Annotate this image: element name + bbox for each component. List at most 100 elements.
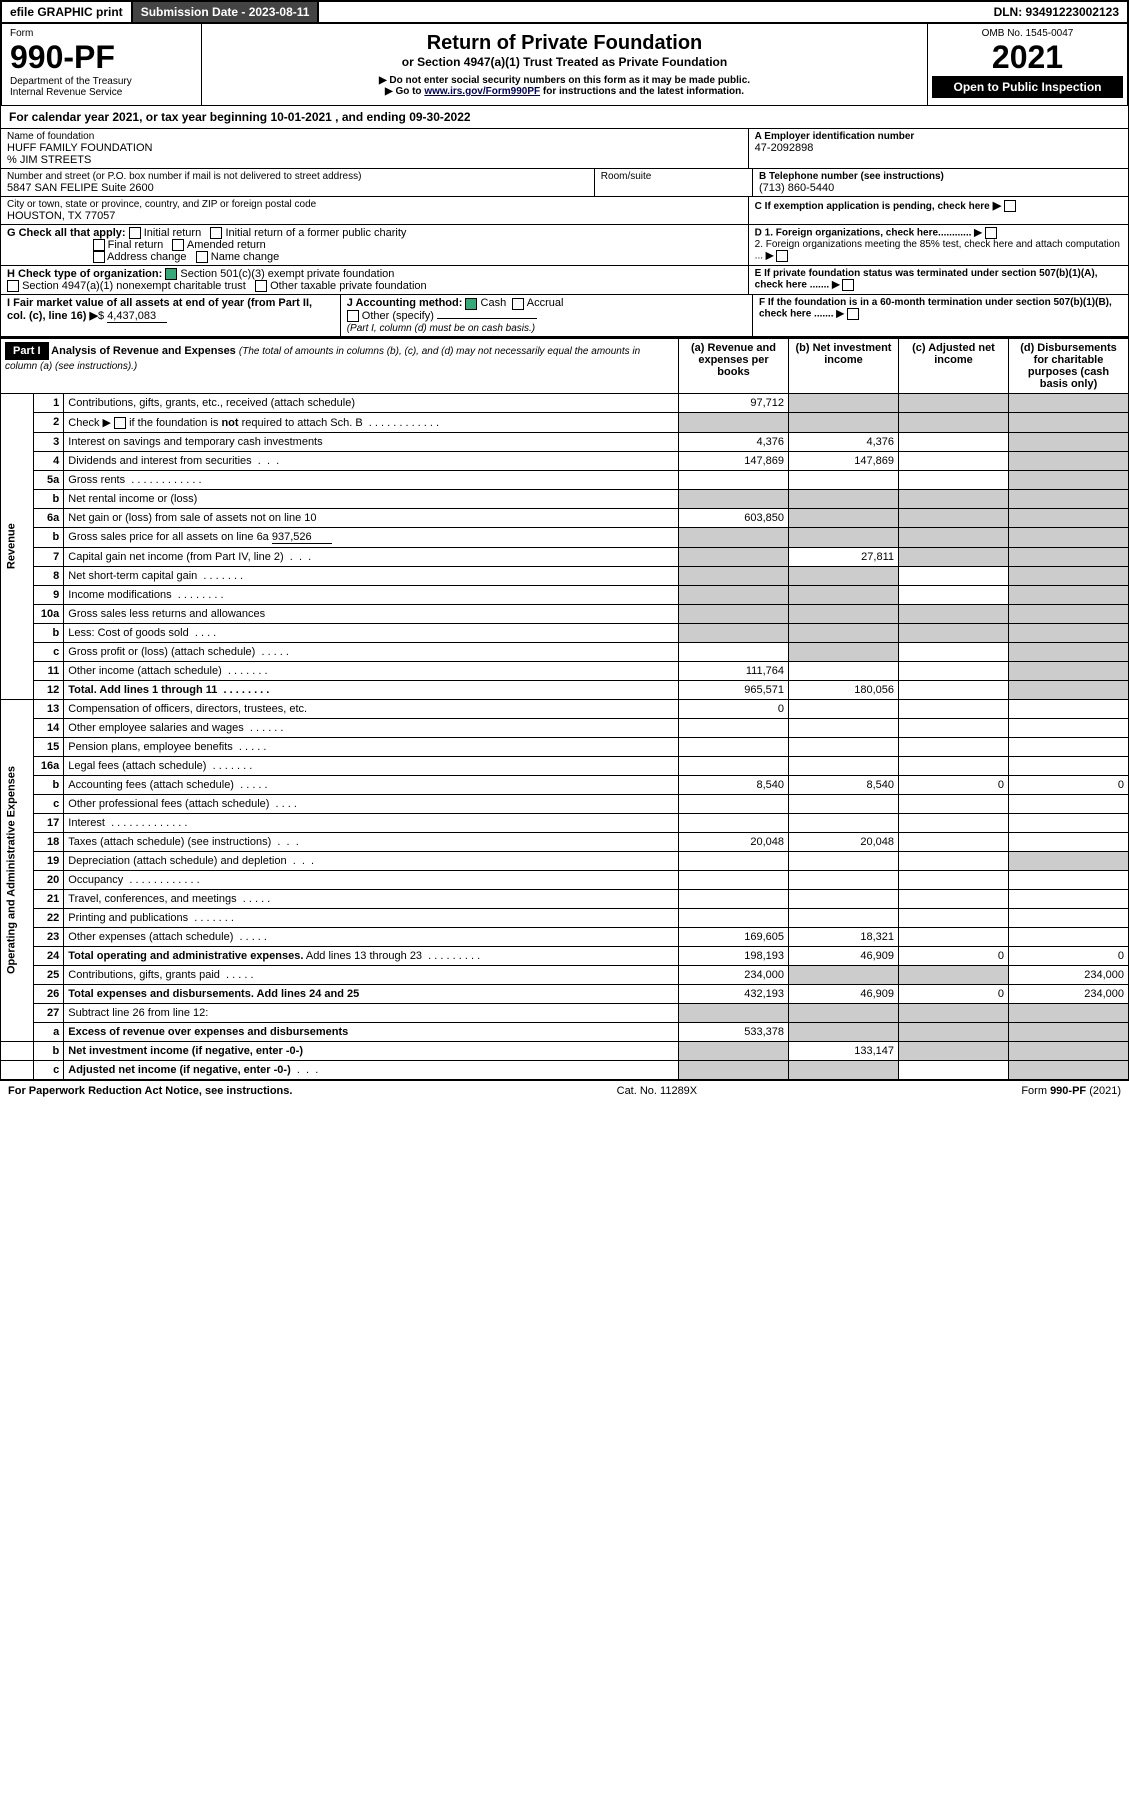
line-7-label: Capital gain net income (from Part IV, l… [64, 547, 679, 566]
submission-date: Submission Date - 2023-08-11 [133, 2, 320, 22]
j-label: J Accounting method: [347, 297, 463, 309]
j-note: (Part I, column (d) must be on cash basi… [347, 323, 535, 334]
line-2-checkbox[interactable] [114, 417, 126, 429]
dept-treasury: Department of the Treasury [10, 76, 193, 87]
g-address-change-checkbox[interactable] [93, 251, 105, 263]
city-value: HOUSTON, TX 77057 [7, 210, 742, 222]
j-cash-checkbox[interactable] [465, 298, 477, 310]
f-checkbox[interactable] [847, 308, 859, 320]
line-10a-label: Gross sales less returns and allowances [64, 604, 679, 623]
footer-left: For Paperwork Reduction Act Notice, see … [8, 1085, 292, 1097]
line-20-label: Occupancy . . . . . . . . . . . . [64, 870, 679, 889]
line-16c-label: Other professional fees (attach schedule… [64, 794, 679, 813]
line-15-label: Pension plans, employee benefits . . . .… [64, 737, 679, 756]
line-14-label: Other employee salaries and wages . . . … [64, 718, 679, 737]
line-10c-label: Gross profit or (loss) (attach schedule)… [64, 642, 679, 661]
g-name-change-checkbox[interactable] [196, 251, 208, 263]
line-19-label: Depreciation (attach schedule) and deple… [64, 851, 679, 870]
irs-link[interactable]: www.irs.gov/Form990PF [424, 86, 540, 97]
line-24-a: 198,193 [679, 946, 789, 965]
irs-label: Internal Revenue Service [10, 87, 193, 98]
name-label: Name of foundation [7, 131, 742, 142]
line-24-d: 0 [1009, 946, 1129, 965]
g-initial-former-checkbox[interactable] [210, 227, 222, 239]
line-26-a: 432,193 [679, 984, 789, 1003]
j-accrual-checkbox[interactable] [512, 298, 524, 310]
line-26-label: Total expenses and disbursements. Add li… [64, 984, 679, 1003]
part1-title: Analysis of Revenue and Expenses [51, 345, 236, 357]
ein-label: A Employer identification number [755, 131, 1122, 142]
dln: DLN: 93491223002123 [986, 2, 1127, 22]
note-ssn: ▶ Do not enter social security numbers o… [210, 75, 919, 86]
g-label: G Check all that apply: [7, 227, 126, 239]
part1-label: Part I [5, 342, 49, 360]
line-11-a: 111,764 [679, 661, 789, 680]
phone-value: (713) 860-5440 [759, 182, 1122, 194]
line-23-a: 169,605 [679, 927, 789, 946]
line-16b-label: Accounting fees (attach schedule) . . . … [64, 775, 679, 794]
g-initial-return-checkbox[interactable] [129, 227, 141, 239]
line-17-label: Interest . . . . . . . . . . . . . [64, 813, 679, 832]
line-23-b: 18,321 [789, 927, 899, 946]
form-subtitle: or Section 4947(a)(1) Trust Treated as P… [210, 55, 919, 69]
footer-right: Form 990-PF (2021) [1021, 1085, 1121, 1097]
line-6b-inline: 937,526 [272, 531, 332, 544]
d2-checkbox[interactable] [776, 250, 788, 262]
form-header: Form 990-PF Department of the Treasury I… [0, 24, 1129, 106]
foundation-name: HUFF FAMILY FOUNDATION [7, 142, 742, 154]
line-27-label: Subtract line 26 from line 12: [64, 1003, 679, 1022]
omb-no: OMB No. 1545-0047 [932, 28, 1123, 39]
i-fmv-value: 4,437,083 [107, 310, 167, 323]
line-13-label: Compensation of officers, directors, tru… [64, 699, 679, 718]
line-6a-a: 603,850 [679, 508, 789, 527]
form-number: 990-PF [10, 39, 193, 76]
g-final-return-checkbox[interactable] [93, 239, 105, 251]
care-of: % JIM STREETS [7, 154, 742, 166]
line-16b-d: 0 [1009, 775, 1129, 794]
e-checkbox[interactable] [842, 279, 854, 291]
line-26-c: 0 [899, 984, 1009, 1003]
line-24-label: Total operating and administrative expen… [64, 946, 679, 965]
line-5a-label: Gross rents . . . . . . . . . . . . [64, 470, 679, 489]
header-left: Form 990-PF Department of the Treasury I… [2, 24, 202, 105]
line-25-d: 234,000 [1009, 965, 1129, 984]
line-5b-label: Net rental income or (loss) [64, 489, 679, 508]
line-27c-label: Adjusted net income (if negative, enter … [64, 1060, 679, 1079]
topbar: efile GRAPHIC print Submission Date - 20… [0, 0, 1129, 24]
line-27a-a: 533,378 [679, 1022, 789, 1041]
d1-label: D 1. Foreign organizations, check here..… [755, 228, 972, 239]
tax-year: 2021 [932, 39, 1123, 76]
line-21-label: Travel, conferences, and meetings . . . … [64, 889, 679, 908]
c-label: C If exemption application is pending, c… [755, 201, 990, 212]
h-501c3-checkbox[interactable] [165, 268, 177, 280]
city-label: City or town, state or province, country… [7, 199, 742, 210]
line-16b-a: 8,540 [679, 775, 789, 794]
d1-checkbox[interactable] [985, 227, 997, 239]
line-3-b: 4,376 [789, 432, 899, 451]
f-label: F If the foundation is in a 60-month ter… [759, 297, 1112, 320]
line-6b-label: Gross sales price for all assets on line… [64, 527, 679, 547]
line-23-label: Other expenses (attach schedule) . . . .… [64, 927, 679, 946]
g-amended-checkbox[interactable] [172, 239, 184, 251]
h-4947-checkbox[interactable] [7, 280, 19, 292]
revenue-section-label: Revenue [1, 393, 34, 699]
line-22-label: Printing and publications . . . . . . . [64, 908, 679, 927]
line-27a-label: Excess of revenue over expenses and disb… [64, 1022, 679, 1041]
open-public: Open to Public Inspection [932, 76, 1123, 98]
line-16a-label: Legal fees (attach schedule) . . . . . .… [64, 756, 679, 775]
line-13-a: 0 [679, 699, 789, 718]
j-other-checkbox[interactable] [347, 310, 359, 322]
addr-label: Number and street (or P.O. box number if… [7, 171, 588, 182]
phone-label: B Telephone number (see instructions) [759, 171, 1122, 182]
col-b-header: (b) Net investment income [789, 338, 899, 393]
line-12-a: 965,571 [679, 680, 789, 699]
col-d-header: (d) Disbursements for charitable purpose… [1009, 338, 1129, 393]
line-7-b: 27,811 [789, 547, 899, 566]
part1-table: Part I Analysis of Revenue and Expenses … [0, 338, 1129, 1080]
line-6a-label: Net gain or (loss) from sale of assets n… [64, 508, 679, 527]
header-right: OMB No. 1545-0047 2021 Open to Public In… [927, 24, 1127, 105]
c-checkbox[interactable] [1004, 200, 1016, 212]
line-1-label: Contributions, gifts, grants, etc., rece… [64, 393, 679, 412]
efile-print[interactable]: efile GRAPHIC print [2, 2, 133, 22]
h-other-taxable-checkbox[interactable] [255, 280, 267, 292]
